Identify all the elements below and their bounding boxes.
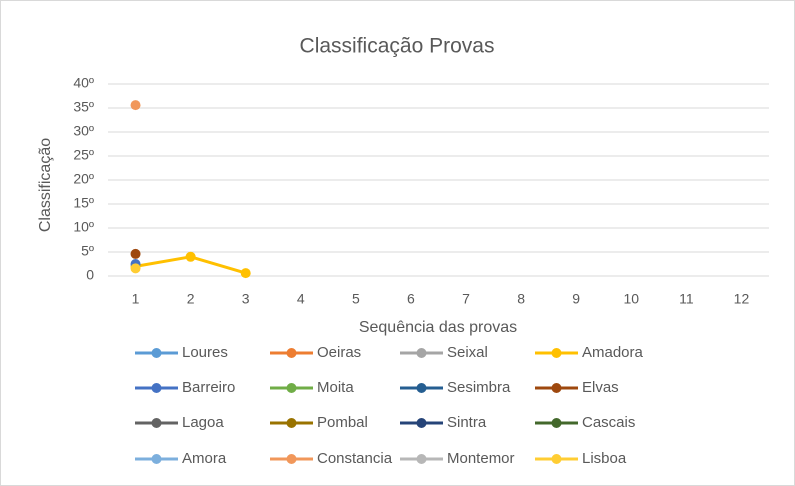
legend-marker [551, 454, 562, 464]
legend-label: Sintra [447, 414, 487, 431]
x-tick-label: 6 [407, 291, 415, 307]
data-point [130, 248, 141, 259]
legend-marker [151, 348, 162, 358]
chart-title: Classificação Provas [300, 35, 495, 58]
legend-label: Lisboa [582, 450, 627, 467]
y-tick-label: 0 [86, 267, 94, 283]
y-tick-label: 5º [81, 243, 94, 259]
legend-marker [551, 348, 562, 358]
x-tick-label: 1 [132, 291, 140, 307]
x-tick-label: 8 [517, 291, 525, 307]
legend-marker [286, 348, 297, 358]
x-tick-label: 4 [297, 291, 305, 307]
legend-marker [551, 383, 562, 393]
legend-label: Amora [182, 450, 227, 467]
data-point [185, 251, 196, 262]
legend-label: Lagoa [182, 414, 224, 431]
y-tick-label: 35º [73, 99, 94, 115]
x-tick-label: 5 [352, 291, 360, 307]
legend-label: Moita [317, 379, 354, 396]
legend-marker [416, 454, 427, 464]
legend-marker [151, 418, 162, 428]
legend-label: Oeiras [317, 344, 361, 361]
x-tick-label: 2 [187, 291, 195, 307]
x-axis-label: Sequência das provas [359, 319, 517, 336]
legend-marker [151, 454, 162, 464]
legend-label: Loures [182, 344, 228, 361]
x-tick-label: 9 [572, 291, 580, 307]
data-point [130, 263, 141, 274]
y-axis-label: Classificação [37, 138, 54, 232]
y-tick-label: 10º [73, 219, 94, 235]
legend-label: Sesimbra [447, 379, 511, 396]
legend-marker [286, 454, 297, 464]
y-tick-label: 20º [73, 171, 94, 187]
legend-marker [416, 383, 427, 393]
y-tick-label: 40º [73, 75, 94, 91]
x-tick-label: 12 [734, 291, 750, 307]
legend-label: Elvas [582, 379, 619, 396]
x-tick-label: 11 [679, 291, 694, 307]
legend-label: Constancia [317, 450, 393, 467]
y-tick-label: 30º [73, 123, 94, 139]
legend-label: Pombal [317, 414, 368, 431]
legend-marker [151, 383, 162, 393]
data-point [240, 268, 251, 279]
legend-marker [551, 418, 562, 428]
data-point [130, 100, 141, 111]
y-tick-label: 25º [73, 147, 94, 163]
legend-label: Cascais [582, 414, 635, 431]
legend-marker [416, 418, 427, 428]
legend-marker [416, 348, 427, 358]
legend-label: Barreiro [182, 379, 235, 396]
legend-marker [286, 383, 297, 393]
y-tick-label: 15º [73, 195, 94, 211]
legend-label: Montemor [447, 450, 515, 467]
x-tick-label: 10 [624, 291, 640, 307]
x-tick-label: 7 [462, 291, 470, 307]
legend-marker [286, 418, 297, 428]
legend-label: Seixal [447, 344, 488, 361]
x-tick-label: 3 [242, 291, 250, 307]
legend-label: Amadora [582, 344, 644, 361]
